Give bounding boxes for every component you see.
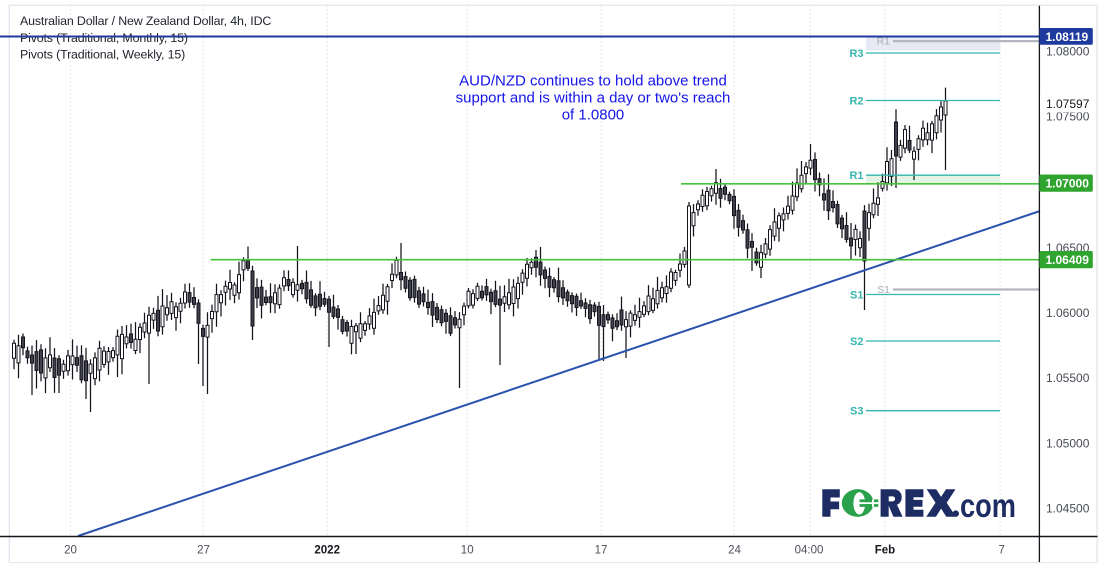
svg-text:S1: S1 [850,290,863,302]
svg-text:Australian Dollar / New Zealan: Australian Dollar / New Zealand Dollar, … [20,14,271,28]
svg-text:04:00: 04:00 [795,545,824,557]
svg-text:Pivots (Traditional, Monthly,: Pivots (Traditional, Monthly, 15) [20,31,188,45]
svg-text:7: 7 [998,545,1004,557]
svg-text:S1: S1 [877,284,890,296]
svg-text:1.04500: 1.04500 [1046,502,1090,516]
svg-text:1.07500: 1.07500 [1046,110,1090,124]
svg-text:support and is within a day or: support and is within a day or two's rea… [456,90,731,107]
svg-text:27: 27 [197,545,210,557]
svg-text:20: 20 [64,545,77,557]
svg-text:R3: R3 [849,48,863,60]
svg-text:R1: R1 [877,36,891,48]
svg-text:R2: R2 [849,96,863,108]
svg-text:R1: R1 [849,170,863,182]
svg-text:10: 10 [461,545,474,557]
svg-text:S2: S2 [850,336,863,348]
svg-text:1.06409: 1.06409 [1046,253,1090,267]
svg-text:1.08119: 1.08119 [1046,30,1089,44]
svg-text:AUD/NZD continues to hold abov: AUD/NZD continues to hold above trend [459,73,727,90]
svg-text:1.08000: 1.08000 [1046,45,1090,59]
svg-text:Pivots (Traditional, Weekly, 1: Pivots (Traditional, Weekly, 15) [20,47,185,61]
svg-text:S3: S3 [850,406,863,418]
svg-text:1.06000: 1.06000 [1046,306,1090,320]
svg-text:24: 24 [728,545,741,557]
svg-text:1.07000: 1.07000 [1046,177,1090,191]
svg-text:com: com [960,487,1016,524]
svg-text:1.05500: 1.05500 [1046,371,1090,385]
svg-text:1.05000: 1.05000 [1046,437,1090,451]
svg-text:2022: 2022 [314,545,340,557]
svg-text:17: 17 [595,545,608,557]
svg-text:1.07597: 1.07597 [1046,97,1090,111]
svg-text:of 1.0800: of 1.0800 [562,107,625,124]
svg-text:Feb: Feb [875,545,895,557]
